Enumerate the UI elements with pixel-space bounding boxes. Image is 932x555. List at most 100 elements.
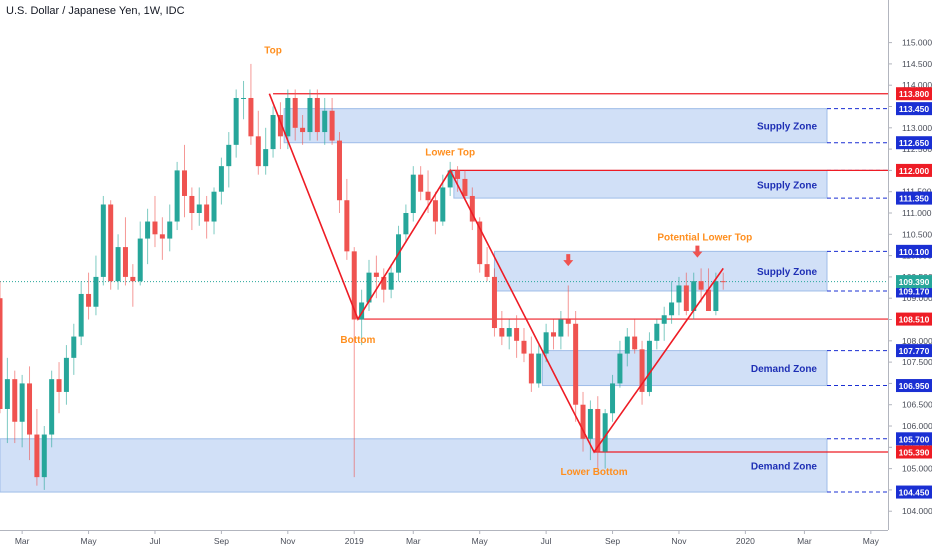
candle-body xyxy=(528,353,534,384)
level-price-tag-bg xyxy=(896,445,932,459)
candle-body xyxy=(410,174,416,214)
zone-label: Supply Zone xyxy=(757,180,817,191)
candle-body xyxy=(669,302,675,316)
candle-body xyxy=(713,281,719,311)
candle-body xyxy=(477,221,483,265)
zone-price-tag: 104.450 xyxy=(899,488,930,498)
zone-price-tag: 113.450 xyxy=(899,104,930,114)
candle-body xyxy=(122,247,128,277)
candle-body xyxy=(93,276,99,307)
time-tick-label: Jul xyxy=(150,536,161,546)
zones-layer: Supply Zone Supply Zone Supply Zone Demand … xyxy=(0,108,888,493)
price-tick-label: 106.500 xyxy=(902,400,932,410)
time-tick-label: May xyxy=(863,536,880,546)
candle-body xyxy=(595,408,601,452)
zone-price-tag: 111.350 xyxy=(899,194,929,204)
price-tick-label: 115.000 xyxy=(902,38,932,48)
candle-body xyxy=(189,195,195,214)
zone-price-tag-bg xyxy=(896,432,932,446)
candle-body xyxy=(381,276,387,290)
levels-layer xyxy=(0,93,888,453)
candle-body xyxy=(56,379,62,392)
candle-body xyxy=(329,110,335,141)
candle-body xyxy=(167,221,173,239)
candles-layer xyxy=(0,63,726,490)
price-tick-label: 107.500 xyxy=(902,357,932,367)
zone-label: Supply Zone xyxy=(757,267,817,278)
candle-body xyxy=(226,144,232,167)
candle-body xyxy=(211,191,217,222)
candle-body xyxy=(145,221,151,239)
candle-body xyxy=(432,200,438,222)
time-tick-label: Mar xyxy=(15,536,30,546)
candle-body xyxy=(49,379,55,435)
time-tick-label: Sep xyxy=(214,536,229,546)
candle-body xyxy=(683,285,689,311)
candle-body xyxy=(182,170,187,196)
candle-body xyxy=(617,353,623,384)
price-tick-label: 114.500 xyxy=(902,59,932,69)
candle-body xyxy=(292,97,298,128)
candle-body xyxy=(19,383,25,422)
annotation-label: Bottom xyxy=(340,335,375,346)
price-tick-label: 104.000 xyxy=(902,506,932,516)
candle-body xyxy=(41,434,47,478)
zone-box xyxy=(283,108,828,144)
time-axis: Mar May Jul Sep Nov 2019 Mar May Jul Sep Nov 2020 Ma… xyxy=(0,530,888,546)
candle-body xyxy=(336,140,342,201)
price-tick-label: 108.000 xyxy=(902,336,932,346)
candle-body xyxy=(78,293,84,337)
candle-body xyxy=(646,340,652,392)
price-tick-label: 111.000 xyxy=(902,208,932,218)
zone-price-tag-bg xyxy=(896,136,932,150)
annotations-layer: Top Lower Top Potential Lower Top Bottom Low… xyxy=(264,45,752,478)
candle-body xyxy=(551,332,556,337)
candle-body xyxy=(632,336,638,350)
candle-body xyxy=(661,315,667,324)
candle-body xyxy=(4,379,10,409)
candle-body xyxy=(359,302,365,320)
candle-body xyxy=(307,97,313,133)
candle-body xyxy=(580,404,586,439)
zone-price-tag-bg xyxy=(896,344,932,358)
level-price-tag-bg xyxy=(896,163,932,177)
candle-body xyxy=(159,234,165,239)
candle-body xyxy=(241,97,247,99)
candle-body xyxy=(624,336,630,354)
candle-body xyxy=(573,323,579,405)
candle-body xyxy=(639,349,645,392)
candle-body xyxy=(705,289,711,311)
price-tick-label: 113.000 xyxy=(902,123,932,133)
candle-body xyxy=(152,221,158,235)
candle-body xyxy=(720,281,726,283)
price-tick-label: 114.000 xyxy=(902,80,932,90)
candle-body xyxy=(277,115,283,137)
current-price-tag: 109.390 xyxy=(899,277,930,287)
candle-body xyxy=(71,336,77,358)
zone-box xyxy=(453,169,828,199)
candle-body xyxy=(373,272,379,277)
candle-body xyxy=(654,323,660,341)
candle-body xyxy=(602,413,608,452)
candle-body xyxy=(558,319,564,337)
zone-box xyxy=(0,438,828,493)
candle-body xyxy=(115,247,121,282)
time-tick-label: 2020 xyxy=(736,536,755,546)
zone-box xyxy=(493,250,828,292)
candle-body xyxy=(263,149,269,167)
candle-body xyxy=(499,328,505,337)
candle-body xyxy=(698,281,704,290)
zone-box xyxy=(541,350,828,387)
level-price-tag: 108.510 xyxy=(899,315,930,325)
candle-body xyxy=(300,127,306,133)
time-tick-label: Sep xyxy=(605,536,620,546)
candle-body xyxy=(440,187,446,222)
candle-body xyxy=(351,251,357,320)
candle-body xyxy=(12,379,18,422)
candle-body xyxy=(469,195,475,222)
candle-body xyxy=(565,319,571,324)
candle-body xyxy=(86,293,92,307)
down-arrow-icon xyxy=(692,245,703,258)
candle-body xyxy=(587,408,593,439)
